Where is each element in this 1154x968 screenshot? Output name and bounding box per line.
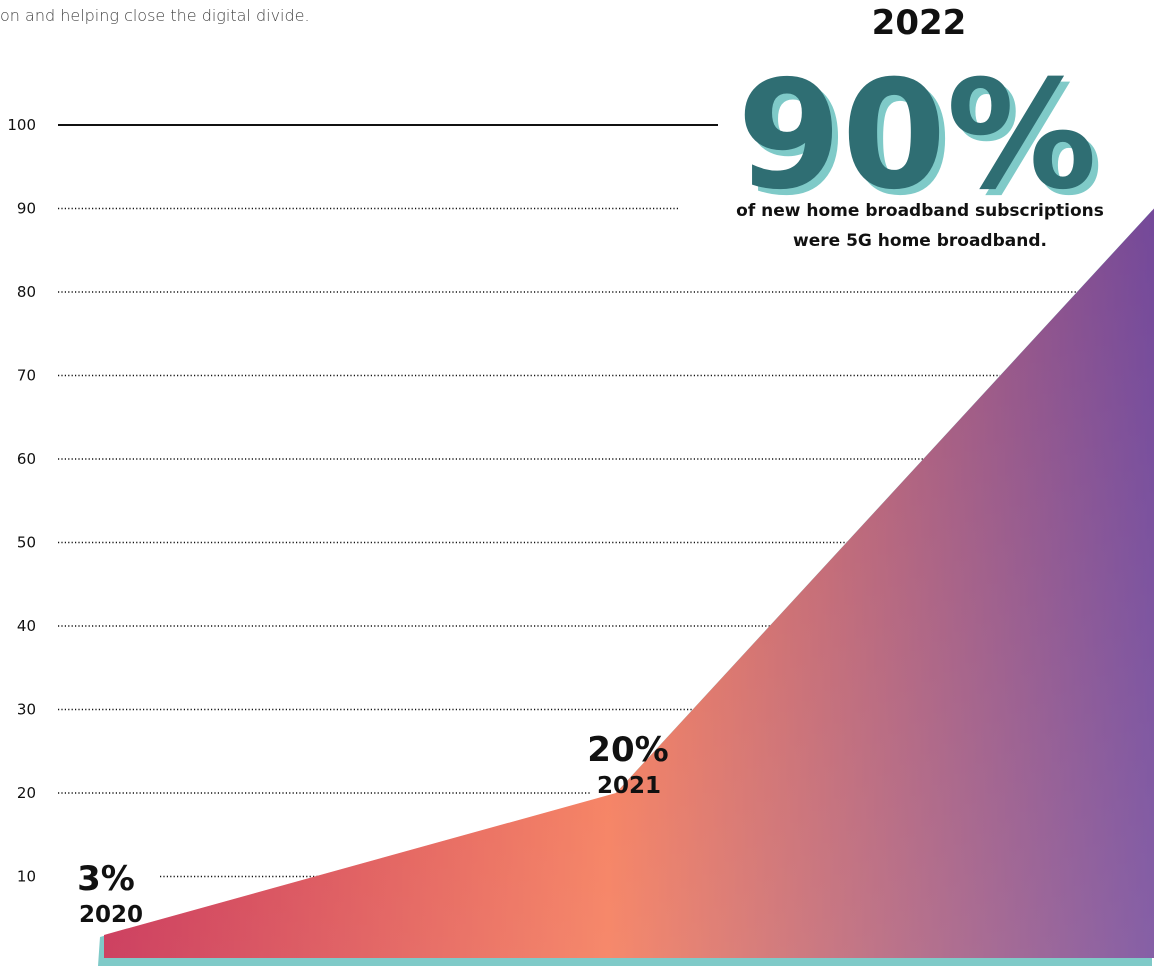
y-tick-label-80: 80 <box>17 283 36 301</box>
y-axis-ticks: 100 90 80 70 60 50 40 30 20 10 <box>7 116 36 886</box>
annotation-2022: 2022 90% 90% of new home broadband subsc… <box>736 3 1104 251</box>
y-tick-label-40: 40 <box>17 617 36 635</box>
callout-2021-year: 2021 <box>597 773 661 799</box>
callout-2021: 20% 2021 <box>587 730 668 799</box>
y-tick-label-30: 30 <box>17 701 36 719</box>
grid-layer <box>58 124 1080 878</box>
y-tick-label-90: 90 <box>17 200 36 218</box>
intro-text: on and helping close the digital divide. <box>0 6 310 25</box>
annotation-caption-line2: were 5G home broadband. <box>793 231 1047 251</box>
callout-2021-value: 20% <box>587 730 668 770</box>
area-layer <box>98 208 1154 966</box>
y-tick-label-100: 100 <box>7 116 36 134</box>
y-tick-label-50: 50 <box>17 534 36 552</box>
annotation-value-shadow: 90% <box>743 55 1103 229</box>
area-texture <box>104 208 1154 958</box>
y-tick-label-10: 10 <box>17 868 36 886</box>
callout-2020-value: 3% <box>77 859 135 899</box>
callout-2020: 3% 2020 <box>77 859 143 928</box>
y-tick-label-60: 60 <box>17 450 36 468</box>
y-tick-label-70: 70 <box>17 367 36 385</box>
annotation-caption-line1: of new home broadband subscriptions <box>736 201 1104 221</box>
y-tick-label-20: 20 <box>17 784 36 802</box>
annotation-value: 90% <box>737 49 1097 223</box>
callout-2020-year: 2020 <box>79 902 143 928</box>
annotation-year: 2022 <box>872 3 967 43</box>
